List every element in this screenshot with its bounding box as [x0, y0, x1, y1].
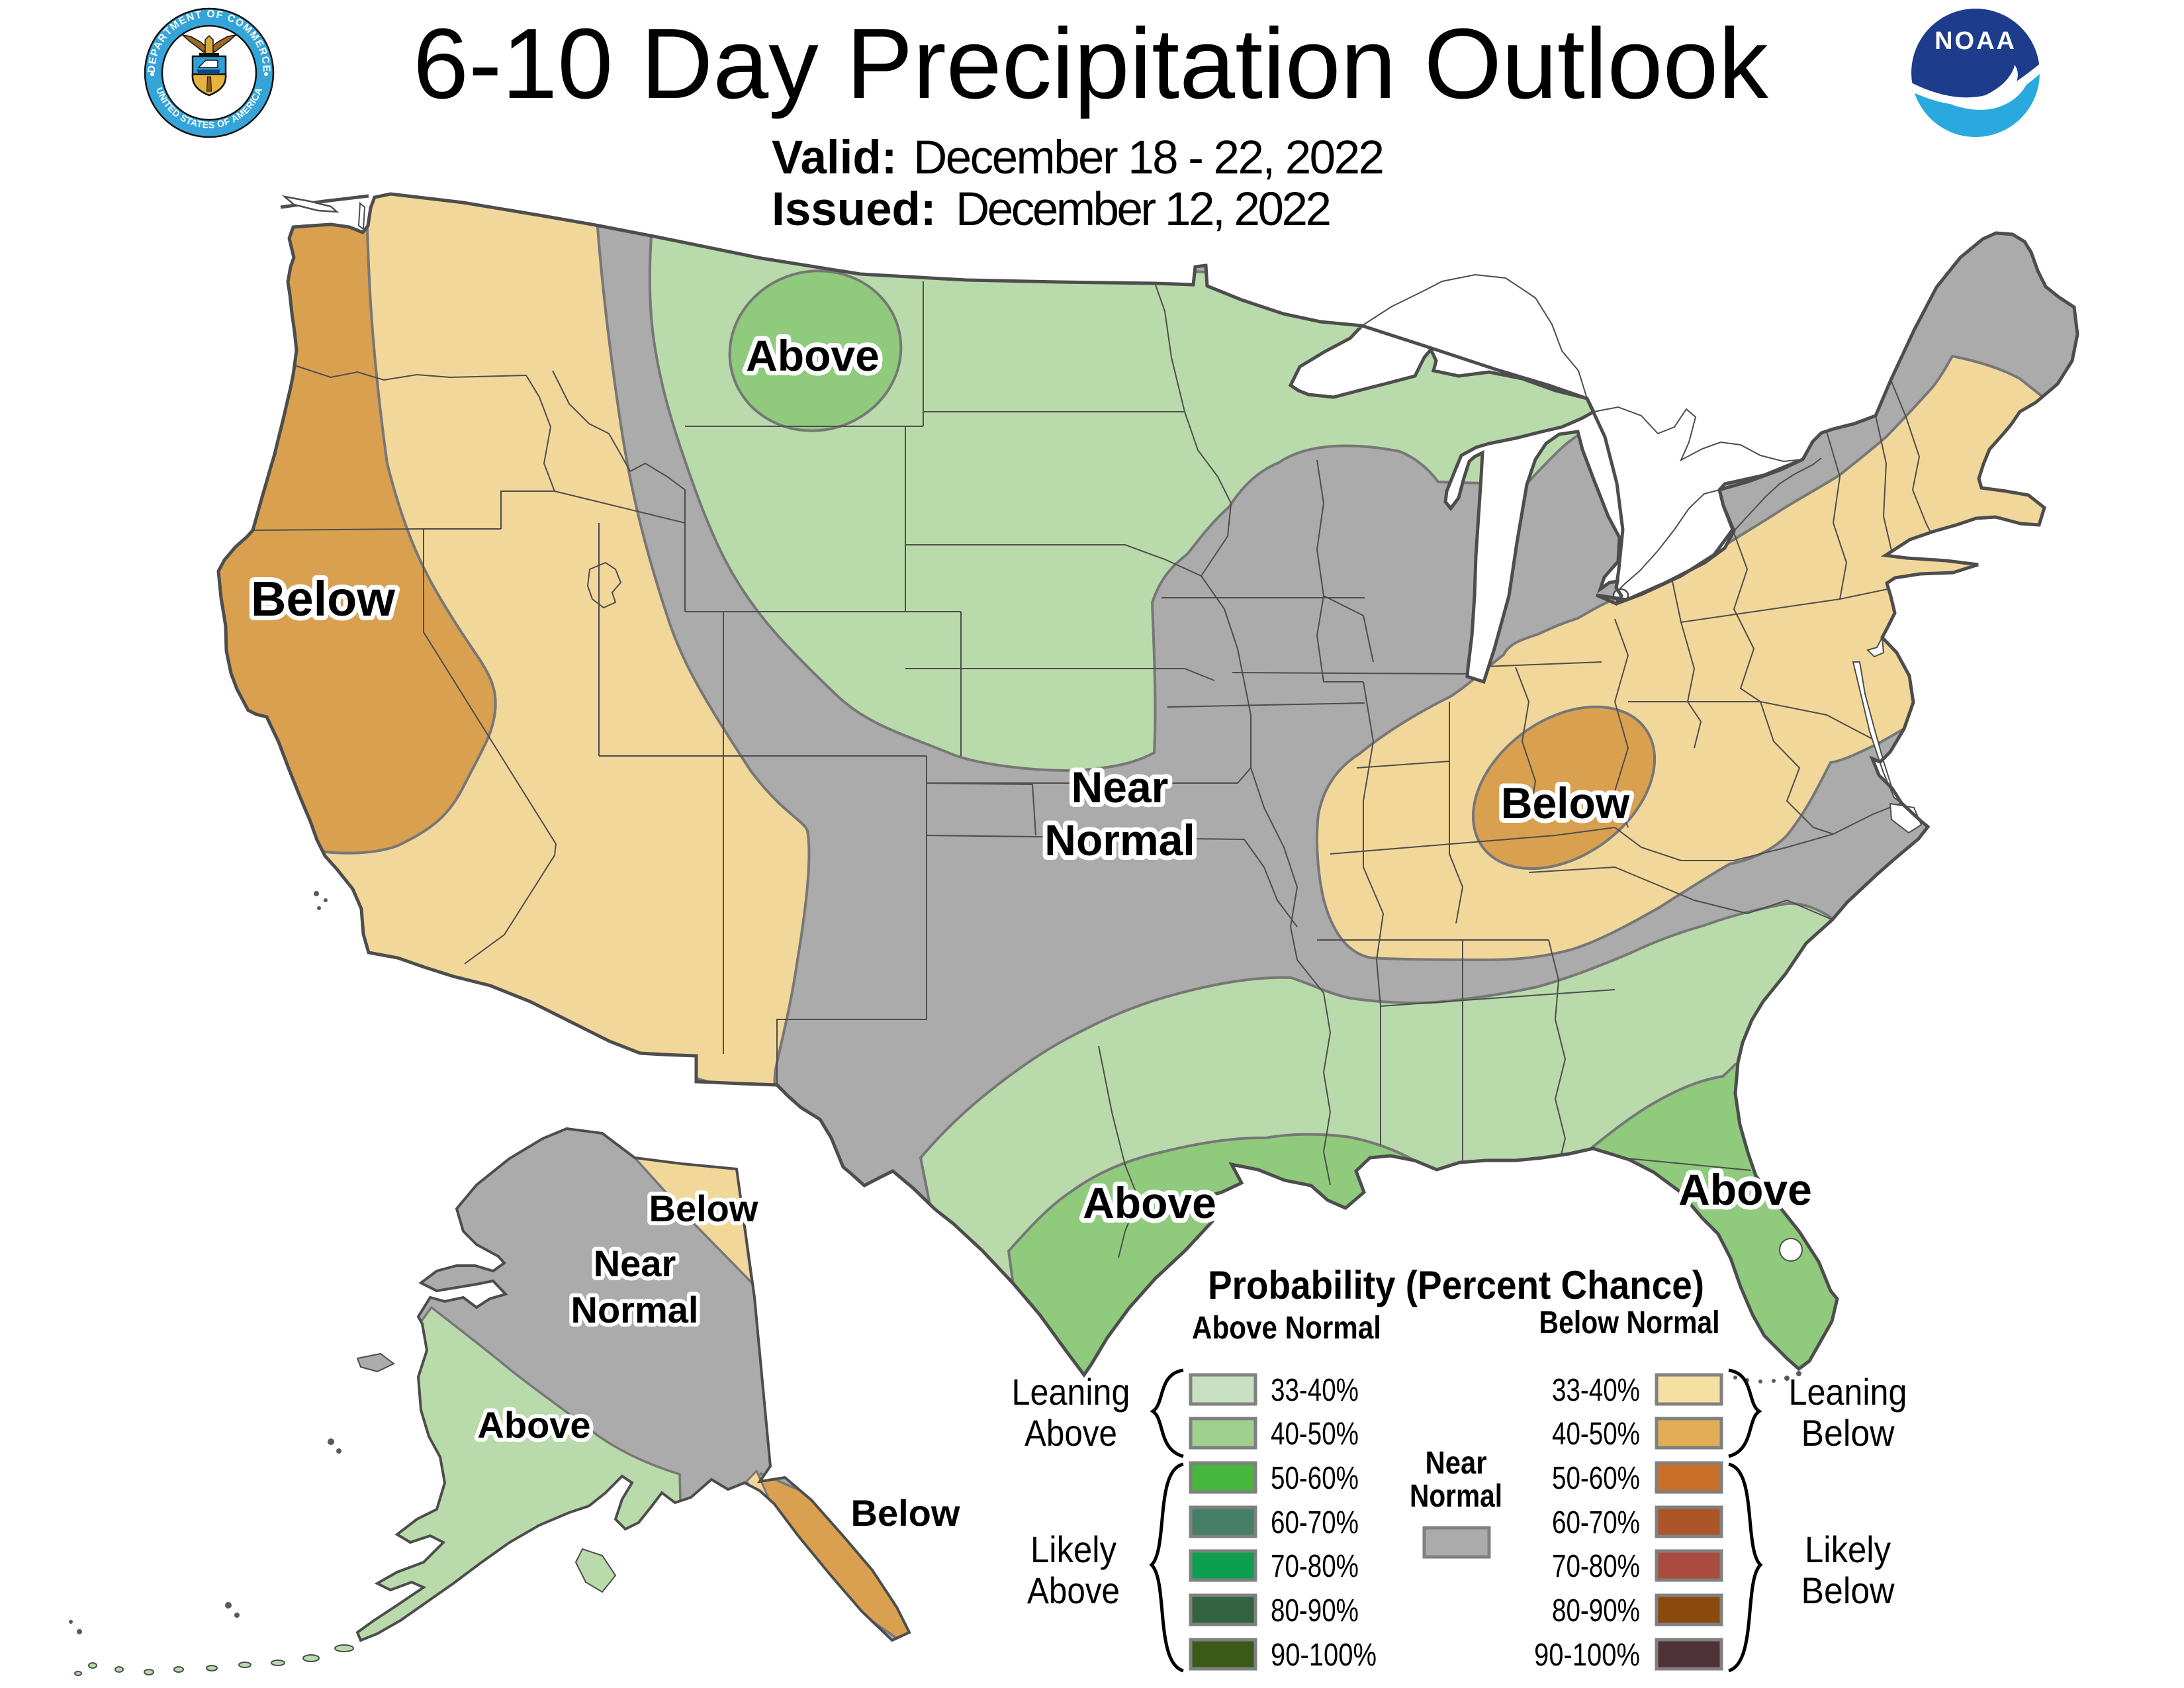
svg-text:Near: Near [1426, 1446, 1487, 1481]
svg-text:33-40%: 33-40% [1552, 1373, 1640, 1408]
svg-text:Normal: Normal [1044, 816, 1195, 865]
svg-text:December 12, 2022: December 12, 2022 [956, 183, 1332, 236]
svg-text:40-50%: 40-50% [1552, 1417, 1640, 1452]
svg-text:Near: Near [1071, 763, 1169, 812]
svg-text:Likely: Likely [1805, 1528, 1891, 1570]
svg-text:Below: Below [1801, 1570, 1895, 1611]
svg-text:Below: Below [649, 1188, 758, 1229]
svg-text:Normal: Normal [1410, 1479, 1502, 1514]
svg-text:70-80%: 70-80% [1271, 1549, 1359, 1584]
svg-text:Issued:: Issued: [772, 183, 936, 236]
svg-text:Below: Below [851, 1492, 960, 1534]
svg-text:Valid:: Valid: [772, 132, 897, 184]
svg-text:Above: Above [1083, 1178, 1216, 1227]
svg-text:Above: Above [1024, 1412, 1117, 1454]
svg-text:Above: Above [1027, 1570, 1120, 1611]
svg-text:6-10 Day Precipitation Outlook: 6-10 Day Precipitation Outlook [413, 7, 1768, 119]
svg-text:Above: Above [1678, 1165, 1812, 1214]
svg-text:Leaning: Leaning [1012, 1371, 1130, 1413]
svg-text:50-60%: 50-60% [1552, 1461, 1640, 1496]
svg-text:Leaning: Leaning [1789, 1371, 1907, 1413]
svg-text:Below Normal: Below Normal [1539, 1305, 1720, 1340]
svg-text:Above Normal: Above Normal [1192, 1311, 1381, 1346]
svg-text:Near: Near [594, 1243, 676, 1284]
svg-text:50-60%: 50-60% [1271, 1461, 1359, 1496]
svg-text:80-90%: 80-90% [1271, 1593, 1359, 1628]
svg-text:Probability (Percent Chance): Probability (Percent Chance) [1208, 1263, 1704, 1307]
svg-text:Above: Above [477, 1404, 590, 1446]
svg-text:40-50%: 40-50% [1271, 1417, 1359, 1452]
svg-text:90-100%: 90-100% [1271, 1638, 1377, 1673]
svg-text:Normal: Normal [571, 1289, 699, 1331]
svg-text:33-40%: 33-40% [1271, 1373, 1359, 1408]
svg-text:NOAA: NOAA [1934, 27, 2017, 55]
svg-text:December 18 - 22, 2022: December 18 - 22, 2022 [913, 132, 1385, 184]
svg-text:90-100%: 90-100% [1534, 1638, 1640, 1673]
svg-text:Below: Below [1501, 778, 1630, 827]
svg-text:Likely: Likely [1030, 1528, 1116, 1570]
svg-text:70-80%: 70-80% [1552, 1549, 1640, 1584]
svg-text:Below: Below [1801, 1412, 1895, 1454]
svg-text:Below: Below [251, 571, 395, 626]
svg-text:60-70%: 60-70% [1552, 1505, 1640, 1540]
svg-text:80-90%: 80-90% [1552, 1593, 1640, 1628]
svg-text:Above: Above [746, 331, 880, 380]
svg-text:60-70%: 60-70% [1271, 1505, 1359, 1540]
